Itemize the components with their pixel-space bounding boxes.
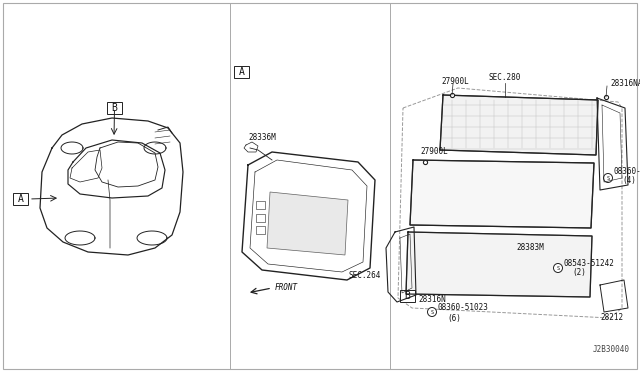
Text: SEC.264: SEC.264 xyxy=(349,270,381,279)
Text: 08360-51062: 08360-51062 xyxy=(614,167,640,176)
Text: 28383M: 28383M xyxy=(516,244,544,253)
Text: 08360-51023: 08360-51023 xyxy=(438,302,489,311)
Bar xyxy=(256,201,265,209)
Text: FRONT: FRONT xyxy=(275,283,298,292)
Bar xyxy=(107,102,122,114)
Circle shape xyxy=(554,263,563,273)
Text: B: B xyxy=(404,291,410,301)
Text: A: A xyxy=(17,194,24,204)
Bar xyxy=(256,226,265,234)
Text: J2B30040: J2B30040 xyxy=(593,345,630,354)
Bar xyxy=(234,66,249,78)
Bar xyxy=(13,193,28,205)
Text: A: A xyxy=(239,67,244,77)
Text: SEC.280: SEC.280 xyxy=(489,74,521,83)
Bar xyxy=(400,290,415,302)
Polygon shape xyxy=(406,232,592,297)
Text: 27900L: 27900L xyxy=(420,148,448,157)
Text: 28212: 28212 xyxy=(600,314,623,323)
Text: 28316N: 28316N xyxy=(418,295,445,305)
Text: S: S xyxy=(431,310,433,314)
Text: 27900L: 27900L xyxy=(441,77,469,87)
Text: (4): (4) xyxy=(622,176,636,185)
Polygon shape xyxy=(440,95,598,155)
Bar xyxy=(256,214,265,222)
Text: (6): (6) xyxy=(447,314,461,323)
Circle shape xyxy=(604,173,612,183)
Text: 08543-51242: 08543-51242 xyxy=(564,259,615,267)
Text: S: S xyxy=(556,266,559,270)
Polygon shape xyxy=(410,160,594,228)
Text: S: S xyxy=(607,176,609,180)
Circle shape xyxy=(428,308,436,317)
Text: B: B xyxy=(111,103,117,113)
Text: (2): (2) xyxy=(572,269,586,278)
Text: 28336M: 28336M xyxy=(248,134,276,142)
Polygon shape xyxy=(267,192,348,255)
Text: 28316NA: 28316NA xyxy=(610,78,640,87)
